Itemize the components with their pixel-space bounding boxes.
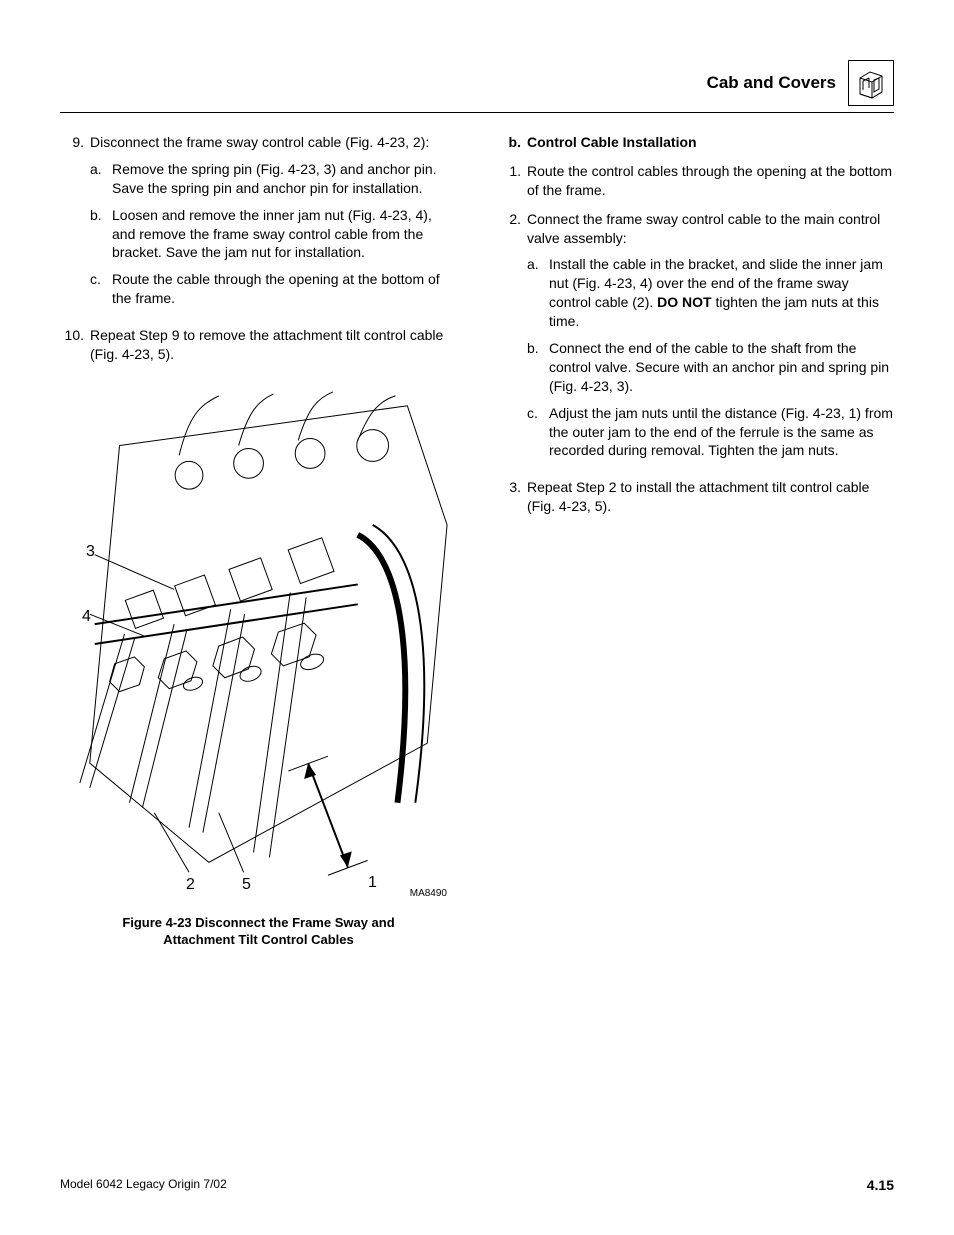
item-text: Repeat Step 2 to install the attachment … [527, 479, 869, 514]
figure-svg [60, 384, 457, 904]
left-list: 9. Disconnect the frame sway control cab… [60, 133, 457, 364]
header-title: Cab and Covers [707, 72, 836, 95]
sub-text-bold: DO NOT [657, 294, 711, 310]
sub-text: Connect the end of the cable to the shaf… [549, 339, 894, 396]
sub-item: a. Install the cable in the bracket, and… [527, 255, 894, 331]
sub-item: a. Remove the spring pin (Fig. 4-23, 3) … [90, 160, 457, 198]
sub-text: Loosen and remove the inner jam nut (Fig… [112, 206, 457, 263]
item-body: Disconnect the frame sway control cable … [90, 133, 457, 316]
list-item: 10. Repeat Step 9 to remove the attachme… [60, 326, 457, 364]
item-number: 3. [497, 478, 527, 516]
item-number: 2. [497, 210, 527, 469]
footer-page-number: 4.15 [867, 1176, 894, 1195]
item-body: Route the control cables through the ope… [527, 162, 894, 200]
caption-line-1: Figure 4-23 Disconnect the Frame Sway an… [122, 915, 394, 930]
item-body: Repeat Step 9 to remove the attachment t… [90, 326, 457, 364]
left-column: 9. Disconnect the frame sway control cab… [60, 133, 457, 949]
item-number: 1. [497, 162, 527, 200]
item-text: Route the control cables through the ope… [527, 163, 892, 198]
section-heading: b. Control Cable Installation [497, 133, 894, 152]
sub-num: a. [527, 255, 549, 331]
list-item: 2. Connect the frame sway control cable … [497, 210, 894, 469]
content-columns: 9. Disconnect the frame sway control cab… [60, 133, 894, 949]
sub-list: a. Install the cable in the bracket, and… [527, 255, 894, 460]
sub-item: c. Adjust the jam nuts until the distanc… [527, 404, 894, 461]
right-list: 1. Route the control cables through the … [497, 162, 894, 516]
sub-num: a. [90, 160, 112, 198]
list-item: 9. Disconnect the frame sway control cab… [60, 133, 457, 316]
figure-4-23: 3 4 2 5 1 MA8490 Figure 4-23 Disconnect … [60, 384, 457, 949]
figure-caption: Figure 4-23 Disconnect the Frame Sway an… [60, 915, 457, 949]
right-column: b. Control Cable Installation 1. Route t… [497, 133, 894, 949]
sub-item: b. Connect the end of the cable to the s… [527, 339, 894, 396]
figure-code: MA8490 [410, 887, 447, 901]
item-text: Connect the frame sway control cable to … [527, 211, 880, 246]
callout-3: 3 [86, 541, 95, 563]
item-number: 10. [60, 326, 90, 364]
list-item: 3. Repeat Step 2 to install the attachme… [497, 478, 894, 516]
item-body: Connect the frame sway control cable to … [527, 210, 894, 469]
callout-2: 2 [186, 874, 195, 896]
sub-item: b. Loosen and remove the inner jam nut (… [90, 206, 457, 263]
item-text: Repeat Step 9 to remove the attachment t… [90, 327, 443, 362]
sub-list: a. Remove the spring pin (Fig. 4-23, 3) … [90, 160, 457, 308]
sub-num: c. [527, 404, 549, 461]
section-num: b. [497, 133, 527, 152]
item-text: Disconnect the frame sway control cable … [90, 134, 429, 150]
page-footer: Model 6042 Legacy Origin 7/02 4.15 [60, 1176, 894, 1195]
sub-text: Remove the spring pin (Fig. 4-23, 3) and… [112, 160, 457, 198]
sub-text: Route the cable through the opening at t… [112, 270, 457, 308]
footer-left: Model 6042 Legacy Origin 7/02 [60, 1176, 227, 1195]
sub-num: b. [90, 206, 112, 263]
sub-num: c. [90, 270, 112, 308]
callout-5: 5 [242, 874, 251, 896]
section-title: Control Cable Installation [527, 133, 697, 152]
sub-item: c. Route the cable through the opening a… [90, 270, 457, 308]
page-header: Cab and Covers [60, 60, 894, 113]
callout-4: 4 [82, 606, 91, 628]
callout-1: 1 [368, 872, 377, 894]
sub-num: b. [527, 339, 549, 396]
sub-text: Adjust the jam nuts until the distance (… [549, 404, 894, 461]
item-body: Repeat Step 2 to install the attachment … [527, 478, 894, 516]
caption-line-2: Attachment Tilt Control Cables [163, 932, 353, 947]
item-number: 9. [60, 133, 90, 316]
list-item: 1. Route the control cables through the … [497, 162, 894, 200]
cab-icon [848, 60, 894, 106]
sub-text: Install the cable in the bracket, and sl… [549, 255, 894, 331]
